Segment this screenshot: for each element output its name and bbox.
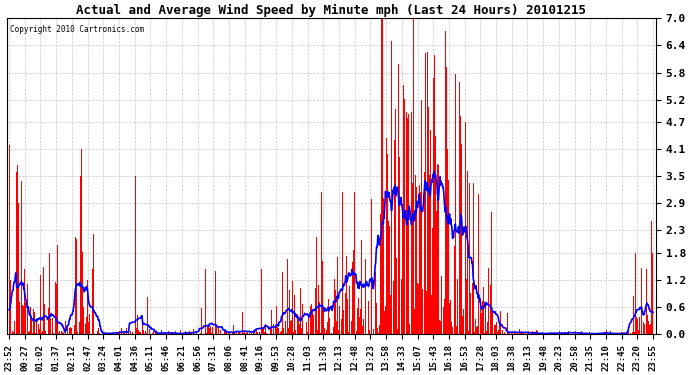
Text: Copyright 2010 Cartronics.com: Copyright 2010 Cartronics.com	[10, 25, 144, 34]
Title: Actual and Average Wind Speed by Minute mph (Last 24 Hours) 20101215: Actual and Average Wind Speed by Minute …	[77, 4, 586, 17]
